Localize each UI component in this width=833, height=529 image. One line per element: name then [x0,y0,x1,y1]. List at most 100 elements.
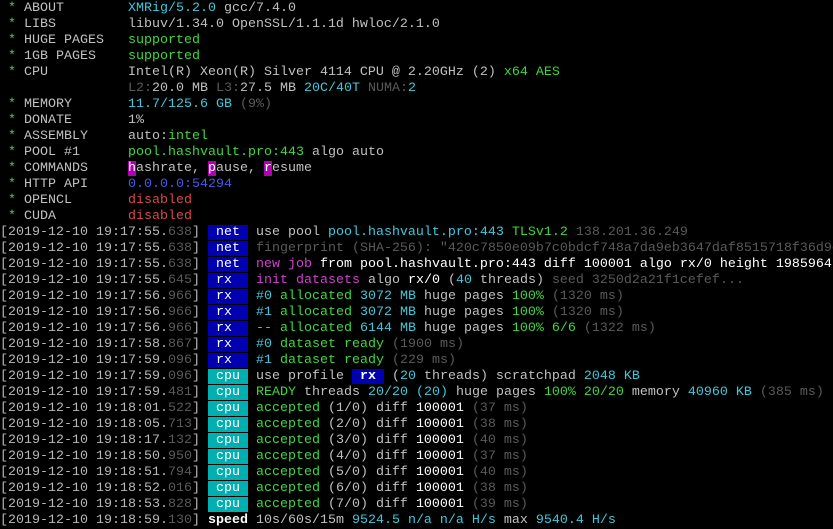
log-message-segment: use pool [255,225,328,240]
log-timestamp: [2019-12-10 19:18:05.713] [0,417,200,432]
bullet-star-icon: * [8,65,16,80]
log-line: [2019-12-10 19:18:51.794] cpu accepted (… [0,465,833,481]
log-tag: rx [215,273,232,288]
log-tag-badge: cpu [207,465,248,480]
log-message-segment: 100001 [415,481,472,496]
header-value-segment: disabled [128,193,192,208]
log-tag: net [215,241,240,256]
bullet-star-icon: * [8,161,16,176]
log-message-segment: 9524.5 n/a n/a H/s [351,513,496,528]
header-value-segment: 20.0 MB [151,81,216,96]
log-line: [2019-12-10 19:18:17.132] cpu accepted (… [0,433,833,449]
header-value-segment: ashrate, [136,161,208,176]
header-label: CUDA [24,209,56,224]
bullet-star-icon: * [8,97,16,112]
header-label: LIBS [24,17,56,32]
log-message-segment: ( [439,273,456,288]
header-label: COMMANDS [24,161,88,176]
header-label: OPENCL [24,193,72,208]
log-message-segment: fingerprint (SHA-256): "420c7850e09b7c0b… [255,241,833,256]
log-message-segment: 100001 [415,417,472,432]
header-line: * ABOUT XMRig/5.2.0 gcc/7.4.0 [0,1,833,17]
log-tag: rx [215,305,232,320]
log-ms: 016 [167,481,192,496]
header-value-segment: 11.7/125.6 GB [128,97,240,112]
log-message-segment: -- [255,321,280,336]
header-label: ASSEMBLY [24,129,88,144]
header-label: ABOUT [24,1,64,16]
log-tag-badge: net [207,257,248,272]
log-ms: 132 [167,433,192,448]
header-value-segment: Intel(R) Xeon(R) Silver 4114 CPU @ 2.20G… [127,65,504,80]
header-value-segment: 2 [407,81,416,96]
log-tag: cpu [215,433,240,448]
log-tag-badge: rx [207,353,248,368]
header-value-segment: libuv/1.34.0 OpenSSL/1.1.1d hwloc/2.1.0 [127,17,440,32]
log-time: 2019-12-10 19:17:56 [8,289,160,304]
log-message-segment: 138.201.36.249 [575,225,688,240]
log-message-segment: speed [207,513,248,528]
log-message-segment: huge pages [423,289,512,304]
log-timestamp: [2019-12-10 19:17:59.096] [0,369,200,384]
log-message-segment: 100% 20/20 [543,385,632,400]
log-tag-badge: cpu [207,401,248,416]
log-message-segment: 20/20 [367,385,408,400]
log-message-segment: #0 [255,337,280,352]
header-label: 1GB PAGES [24,49,96,64]
log-tag: cpu [215,385,240,400]
log-time: 2019-12-10 19:17:58 [8,337,160,352]
log-line: [2019-12-10 19:17:55.638] net fingerprin… [0,241,833,257]
header-value-segment: esume [271,161,312,176]
header-line: * ASSEMBLY auto:intel [0,129,833,145]
log-timestamp: [2019-12-10 19:17:56.966] [0,289,200,304]
header-label: HTTP API [24,177,88,192]
log-tag: cpu [215,369,240,384]
log-line: [2019-12-10 19:17:56.966] rx -- allocate… [0,321,833,337]
log-message-segment: (3/0) diff [327,433,416,448]
log-time: 2019-12-10 19:17:56 [8,305,160,320]
log-time: 2019-12-10 19:18:05 [8,417,160,432]
log-tag: net [215,257,240,272]
log-message-segment: (385 ms) [759,385,824,400]
header-line: * POOL #1 pool.hashvault.pro:443 algo au… [0,145,833,161]
log-tag-badge: cpu [207,497,248,512]
log-timestamp: [2019-12-10 19:17:55.638] [0,257,200,272]
log-time: 2019-12-10 19:17:56 [8,321,160,336]
log-message-segment: accepted [255,449,328,464]
header-label: HUGE PAGES [24,33,104,48]
log-message-segment: accepted [255,465,328,480]
log-message-segment: 100001 [415,497,472,512]
header-value-segment: gcc/7.4.0 [215,1,296,16]
log-message-segment: 6144 MB [359,321,424,336]
log-ms: 481 [167,385,192,400]
log-timestamp: [2019-12-10 19:17:59.481] [0,385,200,400]
log-line: [2019-12-10 19:17:59.096] cpu use profil… [0,369,833,385]
header-value-segment: pool.hashvault.pro:443 [128,145,312,160]
log-timestamp: [2019-12-10 19:17:56.966] [0,305,200,320]
log-tag: cpu [215,449,240,464]
log-message-segment: #1 [255,353,280,368]
log-tag: cpu [215,465,240,480]
log-tag-badge: cpu [207,385,248,400]
log-message-segment: (5/0) diff [327,465,416,480]
log-line: [2019-12-10 19:17:59.481] cpu READY thre… [0,385,833,401]
log-line: [2019-12-10 19:18:59.130] speed 10s/60s/… [0,513,833,529]
log-ms: 096 [167,369,192,384]
log-message-segment: threads) [471,273,552,288]
log-line: [2019-12-10 19:18:50.950] cpu accepted (… [0,449,833,465]
log-message-segment: (40 ms) [471,433,528,448]
log-timestamp: [2019-12-10 19:17:58.867] [0,337,200,352]
header-value-segment: disabled [127,209,192,224]
log-line: [2019-12-10 19:17:59.096] rx #1 dataset … [0,353,833,369]
log-message-segment: accepted [255,417,328,432]
log-message-segment: TLSv1.2 [511,225,576,240]
header-line: * HUGE PAGES supported [0,33,833,49]
log-line: [2019-12-10 19:18:01.522] cpu accepted (… [0,401,833,417]
log-line: [2019-12-10 19:18:53.828] cpu accepted (… [0,497,833,513]
log-message-segment: (38 ms) [471,417,528,432]
log-tag-badge: cpu [207,433,248,448]
header-value-segment: 1% [128,113,144,128]
log-message-segment: memory [631,385,688,400]
log-time: 2019-12-10 19:18:59 [8,513,160,528]
